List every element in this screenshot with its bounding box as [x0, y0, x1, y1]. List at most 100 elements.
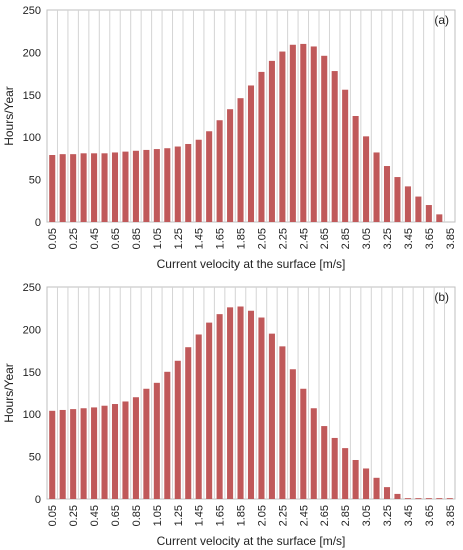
panel-a-bar	[415, 196, 422, 222]
panel-b-x-tick-label: 0.85	[131, 505, 143, 526]
panel-a-bar	[216, 120, 223, 222]
panel-b-y-tick-label: 150	[23, 367, 41, 379]
panel-a-x-tick-label: 2.65	[319, 228, 331, 249]
panel-a-bar	[111, 152, 119, 222]
panel-b-bar	[383, 487, 391, 499]
panel-a-bar	[164, 148, 171, 222]
panel-a-x-tick-label: 1.05	[152, 228, 164, 249]
panel-b-bar	[415, 498, 422, 499]
panel-a-y-tick-label: 250	[23, 5, 41, 17]
panel-a-bar	[143, 149, 150, 222]
panel-b-label: (b)	[434, 290, 449, 304]
panel-a-bar	[185, 143, 192, 222]
panel-b-bar	[279, 346, 286, 499]
panel-a-bar	[342, 89, 349, 222]
panel-b-bar	[331, 437, 338, 499]
panel-a-x-tick-label: 3.45	[403, 228, 415, 249]
panel-b-x-tick-label: 1.45	[194, 505, 206, 526]
panel-b-bar	[352, 459, 359, 499]
panel-b-bar	[164, 371, 171, 499]
panel-b-x-tick-label: 3.85	[445, 505, 457, 526]
panel-a-bar	[373, 152, 380, 222]
panel-a-x-tick-label: 2.45	[298, 228, 310, 249]
panel-a-y-tick-label: 100	[23, 132, 41, 144]
panel-a-y-tick-label: 0	[35, 217, 41, 229]
panel-a-bar	[174, 146, 181, 222]
panel-b-x-tick-label: 1.65	[215, 505, 227, 526]
panel-b-bar	[237, 306, 244, 499]
panel-b-x-axis-title: Current velocity at the surface [m/s]	[157, 534, 346, 548]
panel-b-bar	[342, 448, 349, 499]
panel-a-bar	[310, 46, 317, 222]
panel-a-x-axis-title: Current velocity at the surface [m/s]	[157, 257, 346, 271]
panel-a-bar	[132, 150, 139, 222]
panel-b-bar	[425, 498, 432, 499]
panel-b-bar	[289, 369, 296, 499]
panel-a-y-tick-label: 50	[29, 175, 41, 187]
panel-a-x-tick-label: 3.65	[424, 228, 436, 249]
panel-a-x-tick-label: 3.25	[382, 228, 394, 249]
panel-b-bar	[49, 410, 56, 499]
panel-b-x-tick-label: 3.05	[361, 505, 373, 526]
panel-a-x-tick-label: 1.25	[173, 228, 185, 249]
panel-b-bar	[446, 498, 453, 499]
panel-a-bar	[394, 177, 401, 222]
panel-a-bar	[331, 71, 338, 222]
panel-b-y-axis-title: Hours/Year	[2, 363, 16, 423]
panel-b-bar	[373, 477, 380, 499]
panel-a-y-tick-label: 150	[23, 90, 41, 102]
panel-b-x-tick-label: 0.65	[110, 505, 122, 526]
panel-b-bar	[101, 405, 108, 499]
panel-a-bar	[122, 151, 129, 222]
panel-b-bar	[195, 334, 202, 499]
panel-a-x-tick-label: 1.65	[215, 228, 227, 249]
panel-a-bar	[101, 153, 108, 222]
panel-a-bar	[268, 60, 275, 222]
panel-b-y-tick-label: 200	[23, 324, 41, 336]
panel-b-x-tick-label: 2.85	[340, 505, 352, 526]
panel-b-x-tick-label: 2.25	[277, 505, 289, 526]
panel-b-bar	[122, 401, 129, 499]
panel-a-bar	[352, 116, 359, 222]
panel-b-bar	[111, 404, 119, 499]
panel-a-bar	[321, 55, 328, 223]
panel-a-bar	[91, 153, 98, 222]
panel-b-bar	[227, 307, 234, 499]
panel-a-x-tick-label: 0.85	[131, 228, 143, 249]
panel-a-x-tick-label: 2.25	[277, 228, 289, 249]
panel-a-bar	[195, 139, 202, 222]
panel-a-bar	[279, 51, 286, 222]
panel-b-bar	[268, 333, 275, 499]
panel-a-bar	[80, 153, 87, 222]
panel-a-bar	[383, 166, 391, 222]
panel-a-x-tick-label: 3.85	[445, 228, 457, 249]
panel-a-x-tick-label: 2.05	[256, 228, 268, 249]
panel-b-y-tick-label: 250	[23, 282, 41, 294]
panel-a-x-tick-label: 1.85	[236, 228, 248, 249]
panel-a-y-axis-title: Hours/Year	[2, 86, 16, 146]
panel-b-bar	[206, 322, 213, 499]
panel-a-x-tick-label: 0.25	[68, 228, 80, 249]
panel-a-bar	[363, 136, 370, 222]
panel-b-x-tick-label: 0.05	[47, 505, 59, 526]
panel-b-x-tick-label: 1.25	[173, 505, 185, 526]
panel-b-y-tick-label: 50	[29, 452, 41, 464]
panel-a-x-tick-label: 1.45	[194, 228, 206, 249]
panel-b-bar	[300, 388, 307, 499]
panel-b-bar	[247, 310, 255, 499]
panel-b-y-tick-label: 0	[35, 494, 41, 506]
panel-a-bar	[237, 98, 244, 222]
panel-a-bar	[59, 154, 66, 222]
panel-b-bar	[216, 314, 223, 499]
panel-b-x-tick-label: 0.45	[89, 505, 101, 526]
panel-b-x-tick-label: 0.25	[68, 505, 80, 526]
panel-a-x-tick-label: 0.45	[89, 228, 101, 249]
panel-b-bar	[70, 409, 77, 499]
panel-b-x-tick-label: 2.45	[298, 505, 310, 526]
panel-b-bar	[59, 409, 66, 499]
panel-b-x-tick-label: 1.85	[236, 505, 248, 526]
panel-a-label: (a)	[434, 13, 449, 27]
panel-a-bar	[289, 44, 296, 222]
panel-a-bar	[206, 131, 213, 222]
